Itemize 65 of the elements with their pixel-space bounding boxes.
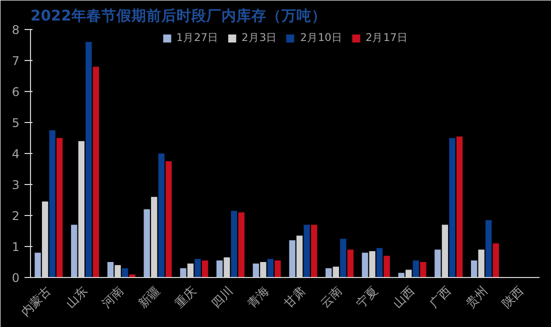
bar (166, 161, 172, 278)
x-tick-label: 内蒙古 (18, 284, 54, 319)
bar (304, 224, 310, 278)
bar (362, 252, 368, 278)
legend-label: 2月10日 (300, 31, 342, 45)
bar (49, 130, 56, 278)
bar (456, 136, 463, 278)
bar (34, 252, 41, 278)
x-tick-label: 重庆 (172, 284, 200, 310)
y-tick-label: 1 (12, 240, 20, 254)
bar (274, 260, 281, 278)
bar (194, 258, 201, 278)
bar (92, 66, 100, 278)
bar (434, 250, 441, 278)
bar (238, 212, 244, 278)
bar (376, 248, 383, 278)
x-tick-label: 青海 (244, 284, 272, 310)
bar (347, 250, 354, 278)
bar (231, 210, 238, 278)
bar (107, 262, 114, 278)
x-tick-label: 山东 (63, 284, 90, 310)
bar (267, 258, 274, 278)
bar (449, 138, 456, 278)
y-tick-label: 2 (12, 209, 20, 223)
bar (158, 154, 164, 278)
y-tick-label: 0 (12, 271, 20, 285)
bar (202, 260, 208, 278)
legend-label: 1月27日 (176, 31, 219, 45)
bar (492, 243, 499, 278)
x-tick-label: 甘肃 (281, 284, 308, 310)
bar (470, 260, 478, 278)
bar (216, 260, 223, 278)
bar (310, 224, 318, 278)
bar (122, 268, 128, 278)
bar (420, 262, 426, 278)
bar (86, 42, 92, 278)
bar (252, 264, 260, 278)
chart-title: 2022年春节假期前后时段厂内库存（万吨） (30, 6, 326, 24)
bar (71, 224, 78, 278)
bar (412, 260, 419, 278)
legend-label: 2月3日 (242, 31, 278, 45)
bar (326, 268, 332, 278)
y-tick-label: 6 (12, 85, 20, 99)
x-tick-label: 新疆 (136, 284, 163, 310)
legend-label: 2月17日 (365, 31, 408, 45)
bar (56, 138, 63, 278)
bar (486, 220, 492, 278)
y-tick-label: 3 (12, 178, 20, 192)
bar (289, 240, 296, 278)
y-tick-label: 4 (12, 147, 20, 161)
x-tick-label: 河南 (99, 284, 126, 310)
bar (180, 268, 186, 278)
bar (340, 238, 346, 278)
x-tick-label: 四川 (208, 284, 236, 310)
x-tick-label: 广西 (426, 284, 454, 310)
x-tick-label: 宁夏 (354, 284, 381, 310)
x-tick-label: 陕西 (499, 284, 526, 310)
x-tick-label: 贵州 (463, 284, 490, 310)
bar (144, 209, 150, 278)
y-tick-label: 5 (12, 116, 20, 130)
x-tick-label: 云南 (318, 284, 344, 310)
bar (384, 256, 390, 278)
y-tick-label: 8 (12, 23, 20, 37)
y-tick-label: 7 (12, 54, 20, 68)
x-tick-label: 山西 (390, 284, 418, 310)
